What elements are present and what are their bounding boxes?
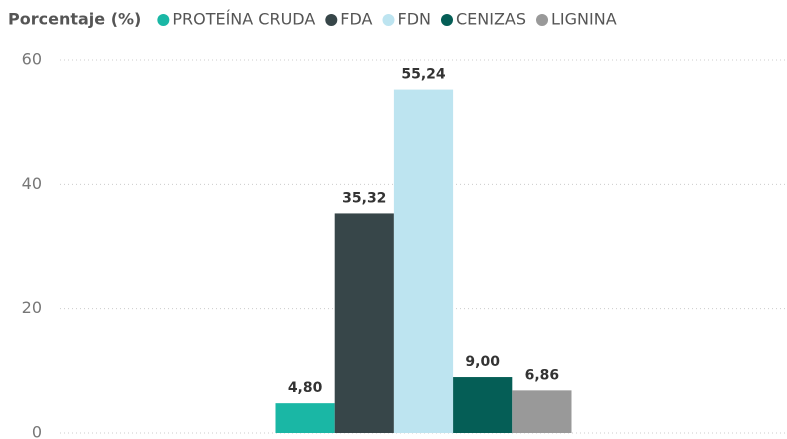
legend-label: FDA — [340, 10, 372, 29]
legend-marker — [325, 14, 338, 26]
legend-marker — [157, 14, 170, 26]
value-label: 55,24 — [401, 67, 446, 83]
y-tick-label: 60 — [22, 50, 42, 69]
legend-label: PROTEÍNA CRUDA — [172, 10, 315, 29]
value-label: 4,80 — [288, 380, 323, 396]
legend-label: FDN — [397, 10, 431, 29]
value-label: 35,32 — [342, 190, 386, 206]
y-tick-label: 20 — [22, 298, 42, 317]
legend-title: Porcentaje (%) — [8, 10, 141, 29]
bar — [275, 403, 335, 433]
y-tick-label: 0 — [32, 423, 42, 439]
legend-label: LIGNINA — [551, 10, 617, 29]
bar — [393, 89, 454, 433]
legend-marker — [440, 14, 453, 26]
legend-marker — [536, 14, 549, 26]
y-tick-label: 40 — [22, 174, 42, 193]
bar — [512, 390, 572, 433]
bar — [334, 213, 394, 433]
legend-marker — [382, 14, 395, 26]
legend-label: CENIZAS — [456, 10, 526, 29]
bar — [453, 377, 513, 433]
value-label: 9,00 — [465, 354, 500, 370]
value-label: 6,86 — [525, 367, 560, 383]
